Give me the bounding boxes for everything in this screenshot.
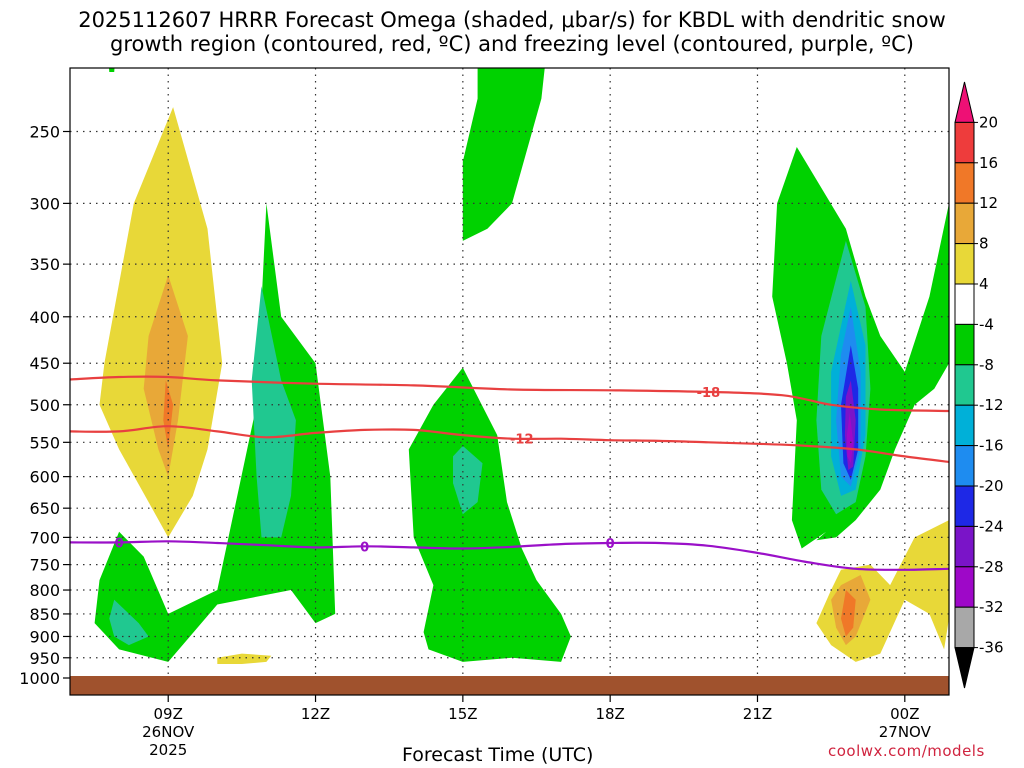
colorbar-arrow-bottom	[954, 647, 975, 689]
omega-region-21	[841, 590, 856, 637]
x-tick-label-00Z: 00Z	[890, 705, 919, 723]
x-tick-label-15Z: 15Z	[448, 705, 477, 723]
contour-line-2	[70, 540, 949, 571]
omega-region-7	[453, 445, 483, 515]
x-tick-label-12Z: 12Z	[301, 705, 330, 723]
chart-title-line-1: 2025112607 HRRR Forecast Omega (shaded, …	[78, 8, 946, 32]
ground-surface	[70, 676, 949, 695]
y-tick-label-400: 400	[29, 308, 60, 327]
y-tick-label-850: 850	[29, 605, 60, 624]
contour-label-0-0: -18	[697, 386, 721, 401]
colorbar-band-10	[954, 485, 975, 527]
omega-region-16	[217, 653, 272, 664]
colorbar-band-2	[954, 162, 975, 204]
x-tick-date-09Z: 26NOV	[142, 723, 195, 741]
omega-shading	[94, 9, 949, 664]
contour-label-2-2: 0	[606, 537, 615, 552]
colorbar-band-8	[954, 404, 975, 447]
y-tick-label-300: 300	[29, 194, 60, 213]
colorbar-label-1: 16	[979, 154, 998, 172]
omega-region-20	[163, 380, 174, 450]
omega-region-13	[846, 412, 854, 464]
colorbar-band-11	[954, 525, 975, 568]
y-tick-label-800: 800	[29, 581, 60, 600]
colorbar-label-8: -16	[979, 437, 1004, 455]
colorbar-label-10: -24	[979, 517, 1004, 535]
omega-region-5	[109, 599, 149, 646]
colorbar-band-7	[954, 364, 975, 406]
credit-link[interactable]: coolwx.com/models	[828, 742, 985, 760]
colorbar: 20 16 12 8 4 -4 -8 -12 -16 -20 -24 -28 -32 -36	[954, 81, 1004, 689]
x-tick-date-00Z: 27NOV	[879, 723, 932, 741]
colorbar-band-3	[954, 202, 975, 245]
omega-region-3	[408, 367, 571, 662]
chart-title-line-2: growth region (contoured, red, ºC) and f…	[110, 32, 914, 56]
colorbar-label-5: -4	[979, 315, 994, 333]
y-tick-label-700: 700	[29, 528, 60, 547]
colorbar-label-9: -20	[979, 477, 1004, 495]
colorbar-band-9	[954, 445, 975, 487]
colorbar-label-6: -8	[979, 356, 994, 374]
colorbar-label-11: -28	[979, 558, 1004, 576]
plot-frame	[69, 67, 950, 696]
contour-labels: -18 -12 0 0 0	[115, 386, 721, 555]
colorbar-label-0: 20	[979, 113, 998, 131]
y-tick-label-500: 500	[29, 396, 60, 415]
y-tick-label-1000: 1000	[19, 669, 60, 688]
y-axis: 250 300 350 400 450 500 550 600 650 700 750 800 850 9…	[19, 123, 70, 688]
omega-region-17	[890, 9, 934, 63]
temperature-contours	[70, 375, 949, 571]
colorbar-label-12: -32	[979, 598, 1004, 616]
x-tick-label-21Z: 21Z	[743, 705, 772, 723]
x-tick-year-09Z: 2025	[149, 741, 187, 759]
y-tick-label-750: 750	[29, 556, 60, 575]
omega-region-15	[816, 520, 949, 662]
colorbar-band-4	[954, 243, 975, 285]
colorbar-label-2: 12	[979, 194, 998, 212]
colorbar-label-3: 8	[979, 235, 989, 253]
colorbar-band-1	[954, 121, 975, 164]
y-tick-label-250: 250	[29, 123, 60, 142]
omega-region-1	[462, 68, 545, 241]
y-tick-label-950: 950	[29, 649, 60, 668]
omega-region-0	[108, 68, 115, 72]
y-tick-label-450: 450	[29, 354, 60, 373]
contour-line-1	[70, 425, 949, 463]
contour-label-2-1: 0	[360, 540, 369, 555]
colorbar-label-13: -36	[979, 639, 1004, 657]
colorbar-band-12	[954, 566, 975, 608]
contour-label-2-0: 0	[115, 536, 124, 551]
x-tick-label-18Z: 18Z	[595, 705, 624, 723]
colorbar-label-4: 4	[979, 275, 989, 293]
colorbar-label-7: -12	[979, 396, 1004, 414]
colorbar-arrow-top	[954, 81, 975, 123]
y-tick-label-350: 350	[29, 255, 60, 274]
y-tick-label-650: 650	[29, 499, 60, 518]
colorbar-band-13	[954, 606, 975, 649]
y-tick-label-550: 550	[29, 433, 60, 452]
colorbar-band-5	[954, 283, 975, 325]
y-tick-label-900: 900	[29, 627, 60, 646]
omega-region-6	[251, 286, 296, 538]
contour-line-0	[70, 375, 949, 413]
omega-region-2	[94, 203, 336, 662]
contour-label-1-0: -12	[510, 433, 534, 448]
colorbar-band-6	[954, 323, 975, 366]
x-axis-title: Forecast Time (UTC)	[402, 744, 594, 766]
y-tick-label-600: 600	[29, 468, 60, 487]
x-tick-label-09Z: 09Z	[154, 705, 183, 723]
